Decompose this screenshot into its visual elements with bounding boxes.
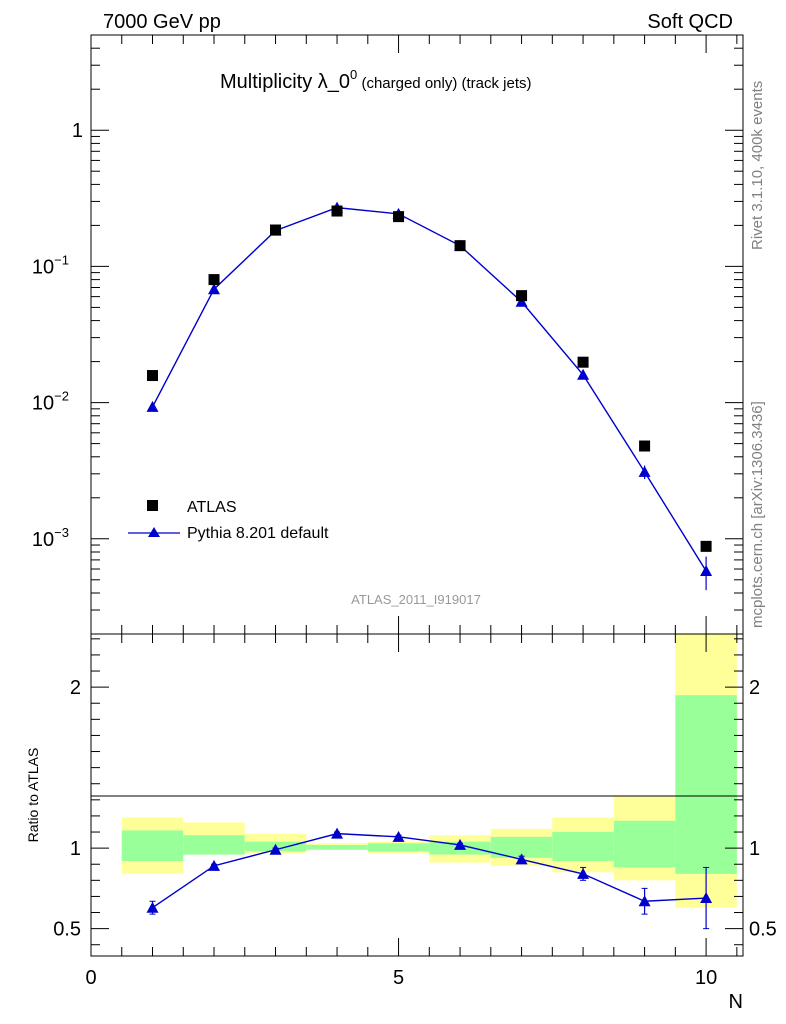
pythia-point-ratio	[700, 892, 713, 904]
atlas-point-main	[700, 540, 712, 552]
ratio-y-axis-ticks: 0.5 0.5 1 1 2 2	[53, 638, 777, 946]
pythia-point-main	[577, 368, 590, 380]
atlas-point-main	[577, 356, 589, 368]
legend: ATLAS Pythia 8.201 default	[128, 499, 329, 542]
main-y-tick-label-base: 10	[32, 529, 54, 551]
pythia-point-ratio	[454, 838, 467, 850]
ratio-y-tick-label-left-2: 2	[70, 677, 81, 699]
x-tick-label-0: 0	[85, 967, 96, 989]
band-inner-7	[552, 832, 614, 862]
atlas-point-main	[208, 274, 220, 286]
pythia-line-ratio	[152, 832, 707, 909]
x-axis-ticks: 0 5 10	[85, 35, 738, 989]
pythia-point-ratio	[331, 827, 344, 839]
analysis-tag: ATLAS_2011_I919017	[351, 592, 481, 607]
band-inner-4	[367, 843, 430, 852]
pythia-point-ratio	[638, 895, 651, 907]
atlas-series-main	[147, 205, 712, 552]
main-y-tick-label-base: 10	[32, 393, 54, 415]
ratio-y-tick-label-left-0: 0.5	[53, 919, 81, 941]
legend-pythia-marker	[148, 527, 160, 537]
band-inner-8	[613, 820, 676, 868]
ratio-y-tick-label-left-1: 1	[70, 838, 81, 860]
atlas-point-main	[147, 370, 159, 382]
ratio-y-tick-label-right-1: 1	[749, 838, 760, 860]
pythia-point-main	[146, 400, 159, 412]
band-inner-0	[121, 830, 184, 862]
atlas-point-main	[393, 211, 405, 223]
main-y-axis-ticks: 10−310−210−11	[32, 34, 743, 635]
pythia-series-ratio	[146, 827, 713, 930]
band-inner-9	[675, 695, 737, 874]
pythia-point-ratio	[392, 830, 405, 842]
band-inner-1	[183, 835, 245, 855]
main-y-tick-label-1: 10−2	[32, 389, 69, 415]
band-inner-6	[490, 836, 553, 858]
legend-atlas-label: ATLAS	[187, 499, 237, 516]
pythia-point-ratio	[269, 843, 282, 855]
process-label: Soft QCD	[647, 11, 733, 33]
band-inner-3	[306, 844, 368, 850]
atlas-point-main	[639, 440, 651, 452]
main-y-tick-label-3: 1	[72, 120, 83, 142]
ratio-panel-frame	[90, 633, 744, 957]
main-y-tick-label-0: 10−3	[32, 525, 69, 551]
pythia-point-main	[208, 283, 221, 295]
x-tick-label-1: 5	[393, 967, 404, 989]
x-tick-label-2: 10	[695, 967, 717, 989]
pythia-point-main	[700, 565, 713, 577]
main-y-tick-label-exp: −3	[54, 525, 69, 540]
atlas-point-main	[516, 290, 528, 302]
pythia-point-ratio	[515, 853, 528, 865]
plot-title-superscript: 0	[350, 67, 357, 82]
atlas-point-main	[270, 224, 282, 236]
rivet-label: Rivet 3.1.10, 400k events	[749, 81, 766, 250]
ratio-y-tick-label-right-2: 2	[749, 677, 760, 699]
pythia-line-main	[151, 206, 707, 572]
plot-title: Multiplicity λ_00 (charged only) (track …	[220, 67, 532, 93]
atlas-point-main	[454, 240, 466, 252]
plot-title-main: Multiplicity λ_0	[220, 71, 350, 93]
legend-pythia-label: Pythia 8.201 default	[187, 525, 329, 542]
main-y-tick-label-exp: −2	[54, 389, 69, 404]
collision-energy-label: 7000 GeV pp	[103, 11, 221, 33]
pythia-point-ratio	[146, 901, 159, 913]
pythia-point-ratio	[577, 867, 590, 879]
main-panel-frame	[90, 34, 744, 635]
plot-title-suffix: (charged only) (track jets)	[357, 75, 531, 92]
main-y-tick-label-2: 10−1	[32, 252, 69, 278]
pythia-point-ratio	[208, 859, 221, 871]
ratio-axis-label: Ratio to ATLAS	[25, 748, 41, 843]
legend-atlas-marker	[147, 500, 158, 511]
mcplots-label: mcplots.cern.ch [arXiv:1306.3436]	[749, 401, 766, 628]
x-axis-label: N	[729, 991, 743, 1013]
main-y-tick-label-exp: −1	[54, 252, 69, 267]
ratio-y-tick-label-right-0: 0.5	[749, 919, 777, 941]
pythia-point-main	[638, 465, 651, 477]
pythia-point-main	[515, 295, 528, 307]
main-y-tick-label-base: 10	[32, 256, 54, 278]
atlas-point-main	[331, 205, 343, 217]
